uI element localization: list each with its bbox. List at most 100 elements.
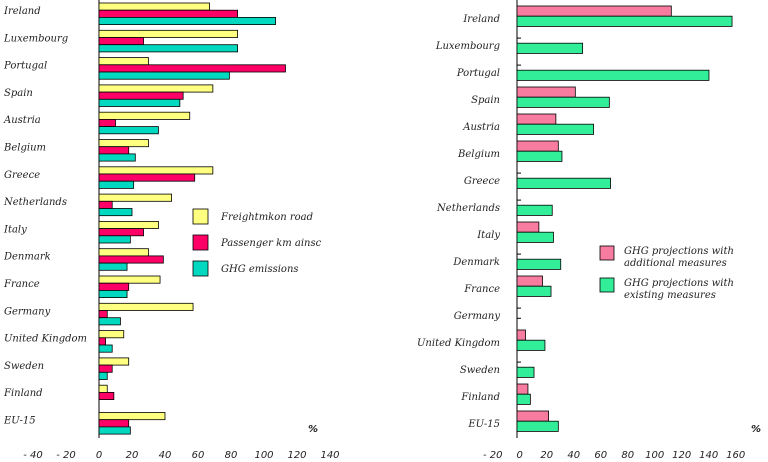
chart-1-bar <box>98 310 108 319</box>
chart-1-bar <box>98 412 166 421</box>
chart-1-x-tick-label: 120 <box>287 450 306 461</box>
chart-1-bar <box>98 166 214 175</box>
chart-2-bar <box>516 410 549 422</box>
chart-1-bar <box>98 200 113 209</box>
chart-2-legend-label-cont: additional measures <box>624 258 727 269</box>
chart-2-category-label: Sweden <box>460 365 500 376</box>
chart-2-x-tick-label: 40 <box>567 450 580 461</box>
chart-2-x-tick-label: 60 <box>594 450 607 461</box>
chart-1-bar <box>98 126 159 135</box>
chart-2-bar <box>516 221 540 233</box>
chart-1-bar <box>98 317 121 326</box>
chart-1-x-tick-label: 140 <box>320 450 339 461</box>
chart-1-category-label: Germany <box>4 306 51 317</box>
chart-1-bar <box>98 371 108 380</box>
chart-1-category-label: Ireland <box>3 6 41 17</box>
chart-2-category-label: United Kingdom <box>417 338 500 349</box>
chart-1-unit-label: % <box>308 424 318 435</box>
chart-1-category-label: United Kingdom <box>4 334 87 345</box>
chart-1-category-label: France <box>3 279 40 290</box>
chart-1-bar <box>98 208 133 217</box>
chart-2-bar <box>516 5 672 17</box>
chart-1-category-label: Sweden <box>4 361 44 372</box>
chart-1-legend-swatch <box>192 208 209 225</box>
chart-1-category-label: Greece <box>4 170 40 181</box>
chart-1-bar <box>98 139 149 148</box>
chart-2-bar <box>516 177 611 189</box>
chart-1-category-label: Austria <box>3 115 41 126</box>
chart-2-bar <box>516 231 554 243</box>
chart-1-bar <box>98 153 136 162</box>
chart-2-category-label: Germany <box>454 311 501 322</box>
chart-2-legend-label: GHG projections with <box>624 246 734 257</box>
chart-2-category-label: Denmark <box>452 257 500 268</box>
chart-2-category-label: Ireland <box>462 14 500 25</box>
chart-2-category-label: Finland <box>460 392 500 403</box>
chart-1-bar <box>98 173 196 182</box>
chart-1-bar <box>98 180 135 189</box>
chart-1-bar <box>98 44 239 53</box>
chart-1-bar <box>98 98 181 107</box>
chart-1-bar <box>98 146 130 155</box>
chart-2-bar <box>516 150 563 162</box>
chart-1-category-label: EU-15 <box>3 416 36 427</box>
chart-1-x-tick-label: 40 <box>159 450 172 461</box>
chart-1-legend-swatch <box>192 260 209 277</box>
chart-2-bar <box>516 96 610 108</box>
chart-1-category-label: Portugal <box>3 61 47 72</box>
chart-2-bar <box>516 329 526 341</box>
chart-2-x-tick-label: - 20 <box>483 450 503 461</box>
chart-2-x-tick-label: 100 <box>645 450 664 461</box>
chart-1-legend-label: Freightmkon road <box>220 212 313 223</box>
chart-2-bar <box>516 393 531 405</box>
chart-2-category-label: EU-15 <box>467 419 500 430</box>
chart-2-x-tick-label: 120 <box>672 450 691 461</box>
chart-1-category-label: Belgium <box>3 143 46 154</box>
chart-1-bar <box>98 235 131 244</box>
chart-2-bar <box>516 86 576 98</box>
chart-2-bar <box>516 285 552 297</box>
chart-2-category-label: Portugal <box>456 68 500 79</box>
chart-1-bar <box>98 193 172 202</box>
chart-1-legend-label: GHG emissions <box>221 264 299 275</box>
chart-2-category-label: France <box>463 284 500 295</box>
chart-1-bar <box>98 16 276 25</box>
chart-2-category-label: Austria <box>462 122 500 133</box>
chart-2-legend-label-cont: existing measures <box>624 290 716 301</box>
chart-1-bar <box>98 364 113 373</box>
chart-1-bar <box>98 64 286 73</box>
chart-1-bar <box>98 255 164 264</box>
chart-1-bar <box>98 248 149 257</box>
chart-2-x-tick-label: 160 <box>726 450 745 461</box>
chart-1-bar <box>98 275 161 284</box>
chart-1-bar <box>98 419 130 428</box>
chart-1-x-tick-label: - 20 <box>56 450 76 461</box>
chart-1-bar <box>98 119 116 128</box>
chart-2-bar <box>516 420 559 432</box>
chart-2-category-label: Italy <box>476 230 500 241</box>
chart-2-category-label: Netherlands <box>436 203 500 214</box>
chart-1-bar <box>98 2 210 11</box>
chart-1-bar <box>98 357 130 366</box>
chart-2-legend-label: GHG projections with <box>624 278 734 289</box>
chart-2-bar <box>516 366 535 378</box>
chart-2-bar <box>516 123 594 135</box>
chart-2-category-label: Greece <box>464 176 500 187</box>
chart-1-bar <box>98 9 239 18</box>
chart-1-bar <box>98 111 191 120</box>
chart-1-bar <box>98 391 115 400</box>
chart-1-x-tick-label: 80 <box>225 450 238 461</box>
chart-1-category-label: Italy <box>3 224 27 235</box>
chart-2-bar <box>516 204 553 216</box>
chart-2-bar <box>516 383 529 395</box>
chart-1-bar <box>98 57 149 66</box>
chart-1-bar <box>98 29 239 38</box>
chart-2-x-tick-label: 80 <box>621 450 634 461</box>
chart-1-bar <box>98 84 214 93</box>
chart-2-bar <box>516 42 584 54</box>
chart-1-x-tick-label: - 40 <box>23 450 43 461</box>
chart-2-x-tick-label: 140 <box>699 450 718 461</box>
chart-1-x-tick-label: 100 <box>254 450 273 461</box>
chart-1-category-label: Denmark <box>3 252 51 263</box>
